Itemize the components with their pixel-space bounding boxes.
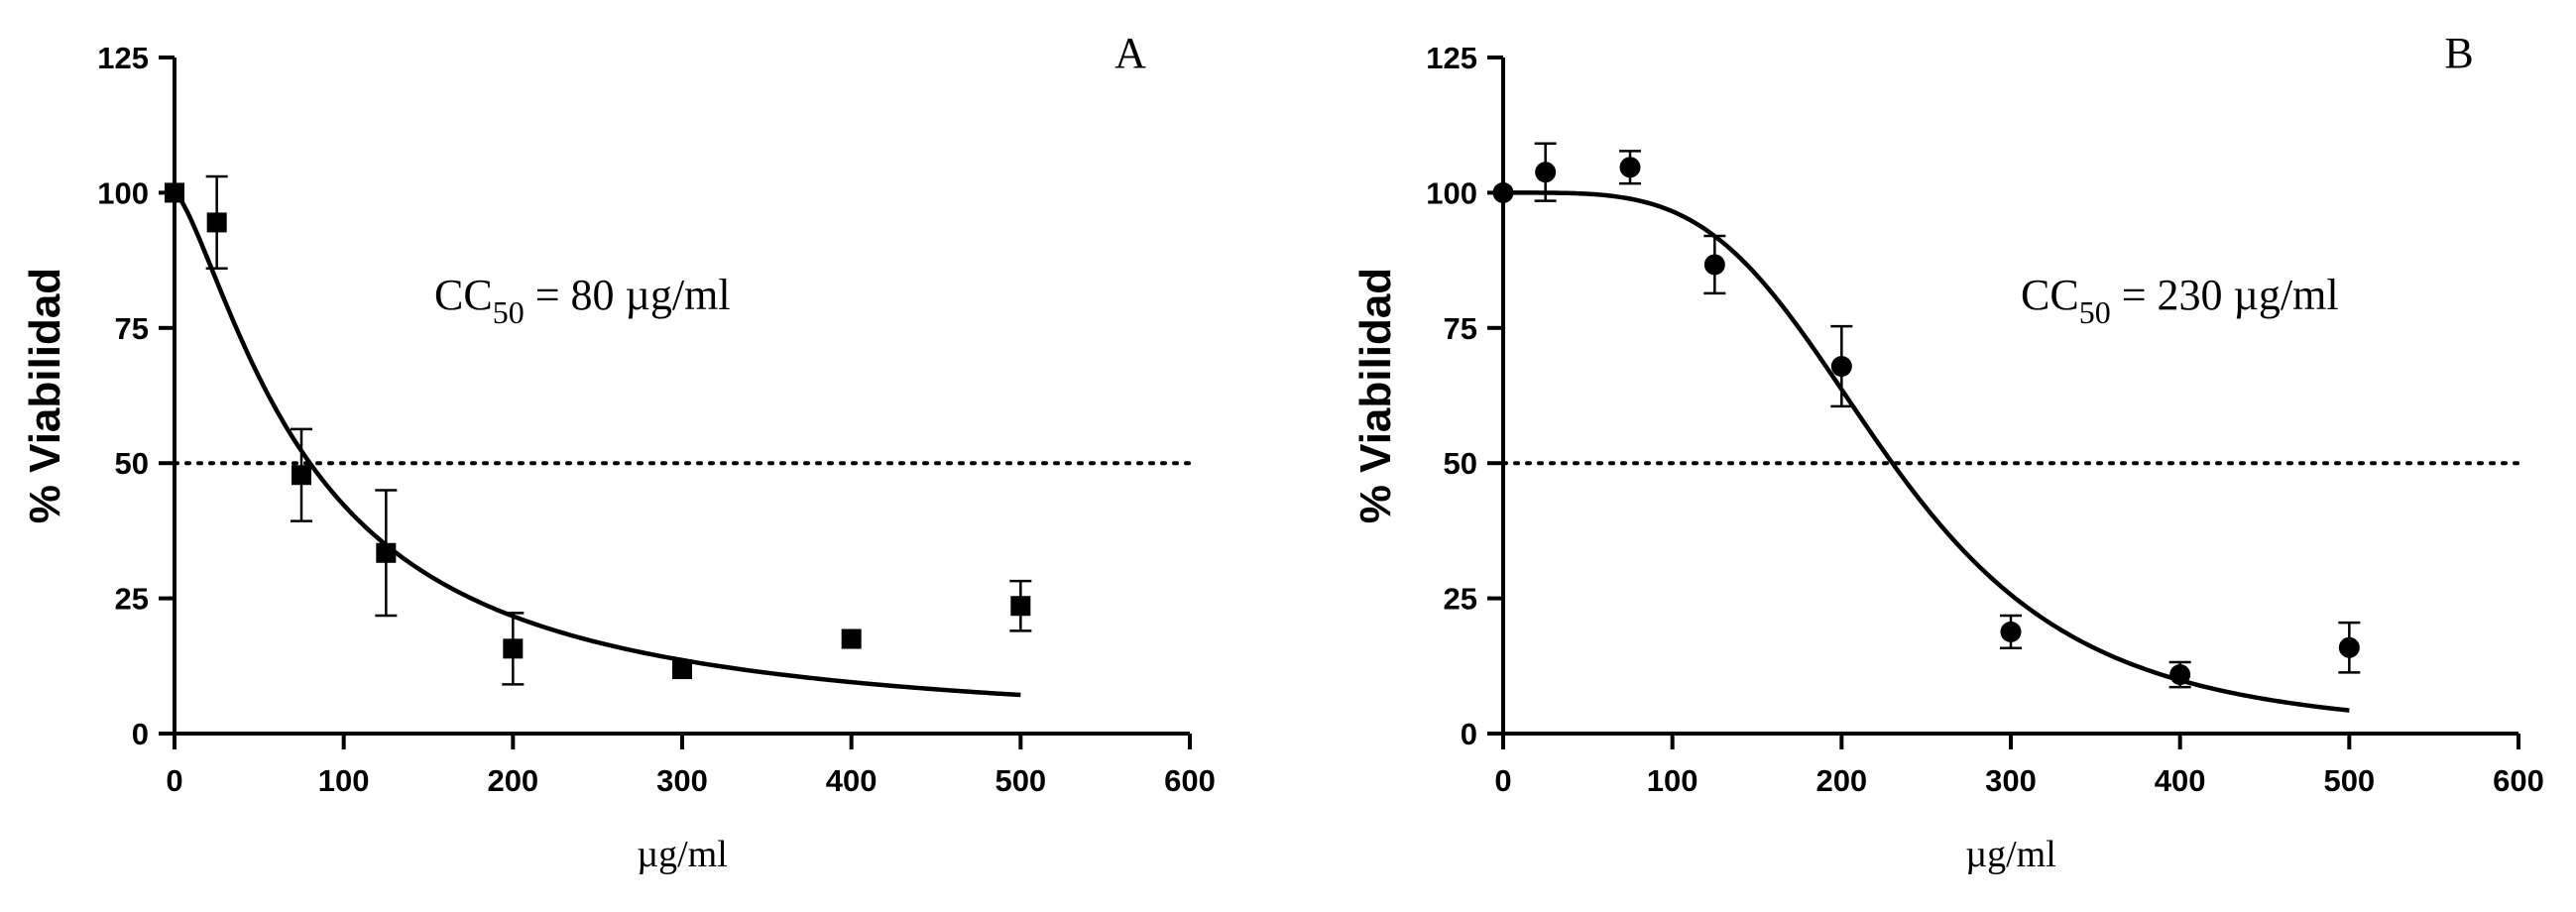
panel-b-chart: 0 25 50 75 100 125 0 100 200 300 400 500 600 % Viabil… <box>1351 29 2544 875</box>
cc50-value: = 80 µg/ml <box>525 271 731 319</box>
data-point <box>292 465 311 486</box>
x-tick-label: 600 <box>2493 763 2544 798</box>
y-axis-title: % Viabilidad <box>21 268 69 523</box>
panel-label: B <box>2444 29 2473 77</box>
x-tick-label: 600 <box>1164 763 1216 798</box>
y-tick-label: 0 <box>1461 717 1477 751</box>
data-point <box>2000 621 2022 642</box>
y-tick-label: 75 <box>115 311 149 346</box>
cc50-prefix: CC <box>434 271 493 319</box>
fit-curve <box>173 190 1021 698</box>
y-tick-label: 25 <box>1444 582 1477 617</box>
y-tick-label: 125 <box>1426 41 1477 75</box>
x-tick-label: 300 <box>656 763 708 798</box>
x-tick-label: 200 <box>487 763 538 798</box>
cc50-subscript: 50 <box>2079 294 2111 330</box>
x-tick-label: 300 <box>1985 763 2037 798</box>
data-point <box>1703 254 1725 276</box>
y-tick-label: 0 <box>132 717 149 751</box>
x-axis-title: µg/ml <box>1965 834 2056 875</box>
y-tick-label: 125 <box>97 41 149 75</box>
x-tick-label: 100 <box>1647 763 1698 798</box>
data-point <box>503 638 524 659</box>
x-axis-title: µg/ml <box>637 834 728 875</box>
data-point <box>841 628 862 649</box>
data-point <box>206 212 227 233</box>
data-point <box>1492 181 1514 203</box>
y-tick-label: 50 <box>115 446 149 481</box>
y-tick-label: 100 <box>1426 175 1477 210</box>
x-tick-label: 400 <box>826 763 878 798</box>
panel-label: A <box>1114 29 1146 77</box>
cc50-annotation: CC50 = 80 µg/ml <box>434 271 731 330</box>
x-tick-label: 500 <box>2323 763 2375 798</box>
x-tick-label: 400 <box>2155 763 2206 798</box>
x-tick-label: 500 <box>995 763 1046 798</box>
y-tick-label: 100 <box>97 175 149 210</box>
data-point <box>165 182 184 203</box>
x-tick-label: 0 <box>1494 763 1511 798</box>
data-point <box>1619 157 1641 178</box>
x-tick-label: 100 <box>318 763 370 798</box>
data-point <box>1010 596 1031 617</box>
cc50-prefix: CC <box>2021 271 2079 319</box>
data-point <box>2169 664 2191 686</box>
y-axis-title: % Viabilidad <box>1351 268 1400 523</box>
data-point <box>1830 356 1852 378</box>
cc50-subscript: 50 <box>493 294 525 330</box>
fit-curve <box>1503 190 2350 713</box>
data-point <box>672 659 692 680</box>
y-tick-label: 50 <box>1444 446 1477 481</box>
cc50-annotation: CC50 = 230 µg/ml <box>2021 271 2339 330</box>
data-point <box>376 542 397 563</box>
data-point <box>2338 636 2360 658</box>
data-point <box>1535 162 1557 183</box>
y-tick-label: 75 <box>1444 311 1477 346</box>
panel-a-chart: 0 25 50 75 100 125 0 100 200 300 400 500 600 % Viabil… <box>21 29 1216 875</box>
x-tick-label: 200 <box>1815 763 1867 798</box>
y-tick-label: 25 <box>115 582 149 617</box>
cc50-value: = 230 µg/ml <box>2111 271 2339 319</box>
x-tick-label: 0 <box>166 763 182 798</box>
